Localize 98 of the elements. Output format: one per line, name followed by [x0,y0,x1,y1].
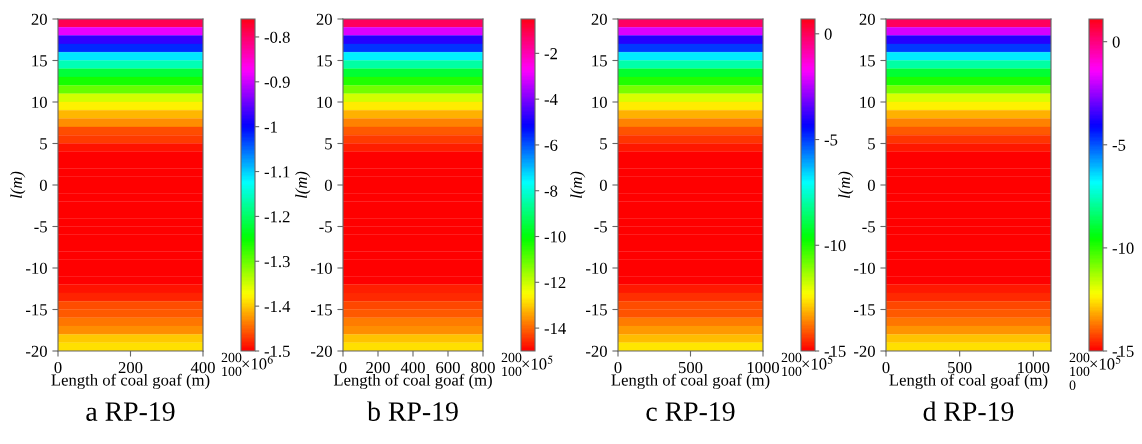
y-tick-label: -10 [585,262,607,274]
text: 200 [221,352,242,363]
x-tick-label: 200 [366,361,390,374]
color-bar-title: ×10$^{5}$ [1090,355,1121,370]
text: b RP-19 [367,401,458,421]
color-bar-label: -1 [264,121,277,133]
y-tick-label: -15 [585,304,607,316]
x-tick-label: 400 [190,361,215,374]
y-tick-label: -15 [853,304,875,316]
color-bar-label: -0.8 [264,31,290,43]
y-tick-label: 5 [40,138,47,150]
color-bar-label: -5 [824,134,838,146]
color-bar-label: -1.4 [264,300,291,313]
y-tick-label: 15 [32,55,47,67]
x-tick-label: 1000 [747,361,780,374]
color-bar-label: -1.1 [264,166,290,178]
y-tick-label: -10 [853,262,875,274]
y-tick-label: 10 [592,96,607,108]
color-bar-label: -4 [544,93,558,105]
y-tick-label: -20 [853,345,875,357]
text: 0 [1069,380,1076,390]
y-tick-label: 15 [860,55,875,67]
text: d RP-19 [923,401,1014,421]
color-bar-title: ×10$^{6}$ [242,355,273,370]
text: 100 [502,366,522,377]
y-tick-label: -10 [25,262,47,274]
x-tick-label: 0 [614,361,622,374]
y-tick-label: 0 [867,179,875,191]
x-tick-label: 1000 [1018,361,1050,374]
y-tick-label: 20 [31,13,47,25]
color-bar-label: -2 [544,48,557,60]
y-tick-label: 20 [316,13,332,25]
color-bar-label: -1.2 [264,211,290,223]
y-tick-label: -20 [585,345,607,357]
x-axis-title: Length of coal goaf (m) [51,373,210,390]
color-bar-label: -12 [544,277,566,289]
color-bar-label: -10 [544,231,566,243]
color-bar-label: 0 [1112,36,1120,48]
color-bar-title: ×10$^{5}$ [522,355,553,370]
x-axis-title: Length of coal goaf (m) [333,373,492,390]
color-bar-label: -8 [544,185,558,197]
y-tick-label: 10 [317,96,332,108]
y-axis-title: l(m) [570,171,586,198]
color-bar-label: -5 [1112,139,1126,151]
y-tick-label: 20 [859,13,875,25]
y-tick-label: -15 [310,304,332,316]
y-axis-title: l(m) [838,171,854,198]
color-bar-title: ×10$^{5}$ [802,355,833,370]
y-tick-label: -5 [594,221,607,233]
text: c RP-19 [646,402,735,421]
x-tick-label: 400 [400,361,425,374]
y-tick-label: 0 [39,179,47,191]
text: 100 [782,366,802,377]
y-axis-title: l(m) [10,171,26,198]
y-tick-label: 10 [860,96,875,108]
y-tick-label: 0 [324,179,332,191]
x-tick-label: 0 [339,361,347,374]
y-tick-label: -10 [310,262,332,274]
x-axis-title: Length of coal goaf (m) [889,373,1048,390]
y-tick-label: -5 [862,221,875,233]
text: 100 [222,366,242,377]
x-tick-label: 500 [948,361,972,374]
y-tick-label: 0 [599,179,607,191]
y-tick-label: 5 [600,138,607,150]
y-tick-label: -20 [310,345,332,357]
x-tick-label: 0 [882,361,890,374]
y-tick-label: 15 [317,55,332,67]
y-tick-label: -5 [34,221,47,233]
color-bar-label: -10 [1112,242,1134,254]
text: a RP-19 [86,402,175,421]
x-tick-label: 0 [54,361,62,374]
y-tick-label: -15 [25,304,47,316]
text: 200 [501,352,522,363]
text: 200 [1069,352,1090,363]
text: 200 [781,352,802,363]
y-tick-label: 15 [592,55,607,67]
x-axis-title: Length of coal goaf (m) [611,373,770,390]
x-tick-label: 600 [436,361,460,374]
text: 100 [1070,366,1090,377]
x-tick-label: 500 [678,361,703,374]
y-tick-label: 5 [325,138,332,150]
y-tick-label: -5 [319,221,332,233]
color-bar-label: -10 [824,239,846,252]
y-tick-label: -20 [25,345,47,357]
color-bar-label: -15 [1112,345,1134,357]
color-bar-label: 0 [824,28,832,40]
color-bar-label: -1.5 [264,345,290,358]
x-tick-label: 800 [471,361,495,374]
x-tick-label: 200 [118,361,143,374]
y-tick-label: 5 [868,138,875,150]
color-bar-label: -6 [544,139,558,151]
y-tick-label: 10 [32,96,47,108]
color-bar-label: -0.9 [264,76,290,88]
color-bar-label: -1.3 [264,256,290,268]
y-axis-title: l(m) [295,171,311,198]
color-bar-label: -14 [544,322,566,334]
y-tick-label: 20 [591,13,607,25]
color-bar-label: -15 [824,345,846,357]
